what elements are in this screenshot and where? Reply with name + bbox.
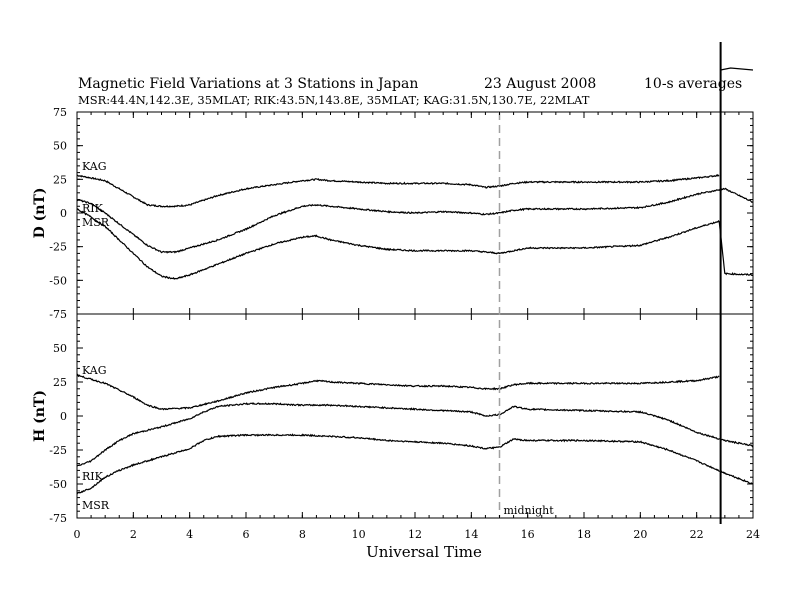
series-line-kag <box>77 173 720 208</box>
y-tick-label: 50 <box>53 140 67 153</box>
x-tick-label: 22 <box>690 528 704 541</box>
x-tick-label: 10 <box>352 528 366 541</box>
series-label-kag: KAG <box>82 364 107 377</box>
y-tick-label: -50 <box>49 478 67 491</box>
y-tick-label: 25 <box>53 173 67 186</box>
x-tick-label: 18 <box>577 528 591 541</box>
event-offscale-trace <box>720 67 754 71</box>
y-axis-label: D (nT) <box>32 188 48 239</box>
y-tick-label: 0 <box>60 410 67 423</box>
x-tick-label: 2 <box>130 528 137 541</box>
series-label-msr: MSR <box>82 499 110 512</box>
x-tick-label: 20 <box>633 528 647 541</box>
y-tick-label: 25 <box>53 376 67 389</box>
x-axis: 0 2 4 6 8 10 12 14 16 18 20 22 24 <box>74 112 760 541</box>
chart-date: 23 August 2008 <box>484 76 596 92</box>
x-tick-label: 24 <box>746 528 760 541</box>
chart-subtitle: MSR:44.4N,142.3E, 35MLAT; RIK:43.5N,143.… <box>78 93 590 107</box>
y-tick-label: 0 <box>60 207 67 220</box>
x-tick-label: 16 <box>521 528 535 541</box>
series-label-rik: RIK <box>82 470 104 483</box>
x-tick-label: 12 <box>408 528 422 541</box>
y-tick-label: -75 <box>49 308 67 321</box>
y-tick-label: 75 <box>53 106 67 119</box>
y-tick-label: -25 <box>49 444 67 457</box>
series-label-kag: KAG <box>82 160 107 173</box>
y-tick-label: -25 <box>49 241 67 254</box>
series-line-msr <box>76 208 754 280</box>
series-line-rik <box>76 402 754 467</box>
x-tick-label: 6 <box>243 528 250 541</box>
y-tick-label: 50 <box>53 342 67 355</box>
y-axis-label: H (nT) <box>32 390 48 442</box>
series-label-msr: MSR <box>82 216 110 229</box>
x-tick-label: 4 <box>186 528 193 541</box>
series-line-rik <box>76 187 754 254</box>
midnight-label: midnight <box>504 504 555 517</box>
x-tick-label: 0 <box>74 528 81 541</box>
x-tick-label: 14 <box>464 528 478 541</box>
chart-title: Magnetic Field Variations at 3 Stations … <box>78 76 418 92</box>
y-tick-label: -75 <box>49 512 67 525</box>
x-tick-label: 8 <box>299 528 306 541</box>
chart-averaging: 10-s averages <box>644 76 742 92</box>
x-axis-label: Universal Time <box>366 543 482 561</box>
series-label-rik: RIK <box>82 202 104 215</box>
panel-frame <box>76 313 754 519</box>
y-tick-label: -50 <box>49 274 67 287</box>
h-panel: 50 25 0 -25 -50 -75 H (nT) KAG RIK MSR <box>32 313 754 525</box>
series-line-msr <box>76 433 754 495</box>
series-line-kag <box>76 373 720 411</box>
